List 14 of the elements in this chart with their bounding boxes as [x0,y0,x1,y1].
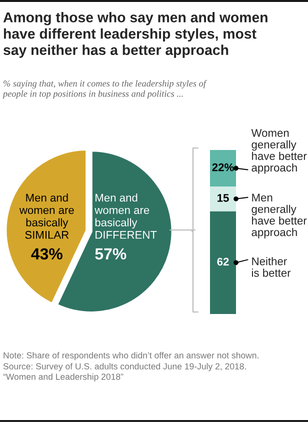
series-label: Neither is better [252,257,291,277]
slice-label: Men and women are basically DIFFERENT [94,194,157,239]
data-label: 22% [212,163,234,172]
chart-subtitle: % saying that, when it comes to the leadership styles of people in top positions in business and politics ... [2,80,207,99]
data-label: 57% [95,248,126,260]
series-label: Men generally have better approach [252,194,307,238]
text: Note: Share of respondents who didn’t offer an answer not shown. [4,352,258,360]
source-note: Source: Survey of U.S. adults conducted June 19-July 2, 2018. “Women and Leadership 2018” [3,363,246,382]
slice-label: Men and women are basically SIMILAR [19,194,74,239]
chart-title: Among those who say men and women have different leadership styles, most say neither has a better approach [3,12,268,58]
data-label: 15 [218,194,229,202]
series-label: Women generally have better approach [251,129,307,174]
data-label: 62 [217,258,229,266]
data-label: 43% [31,248,62,260]
